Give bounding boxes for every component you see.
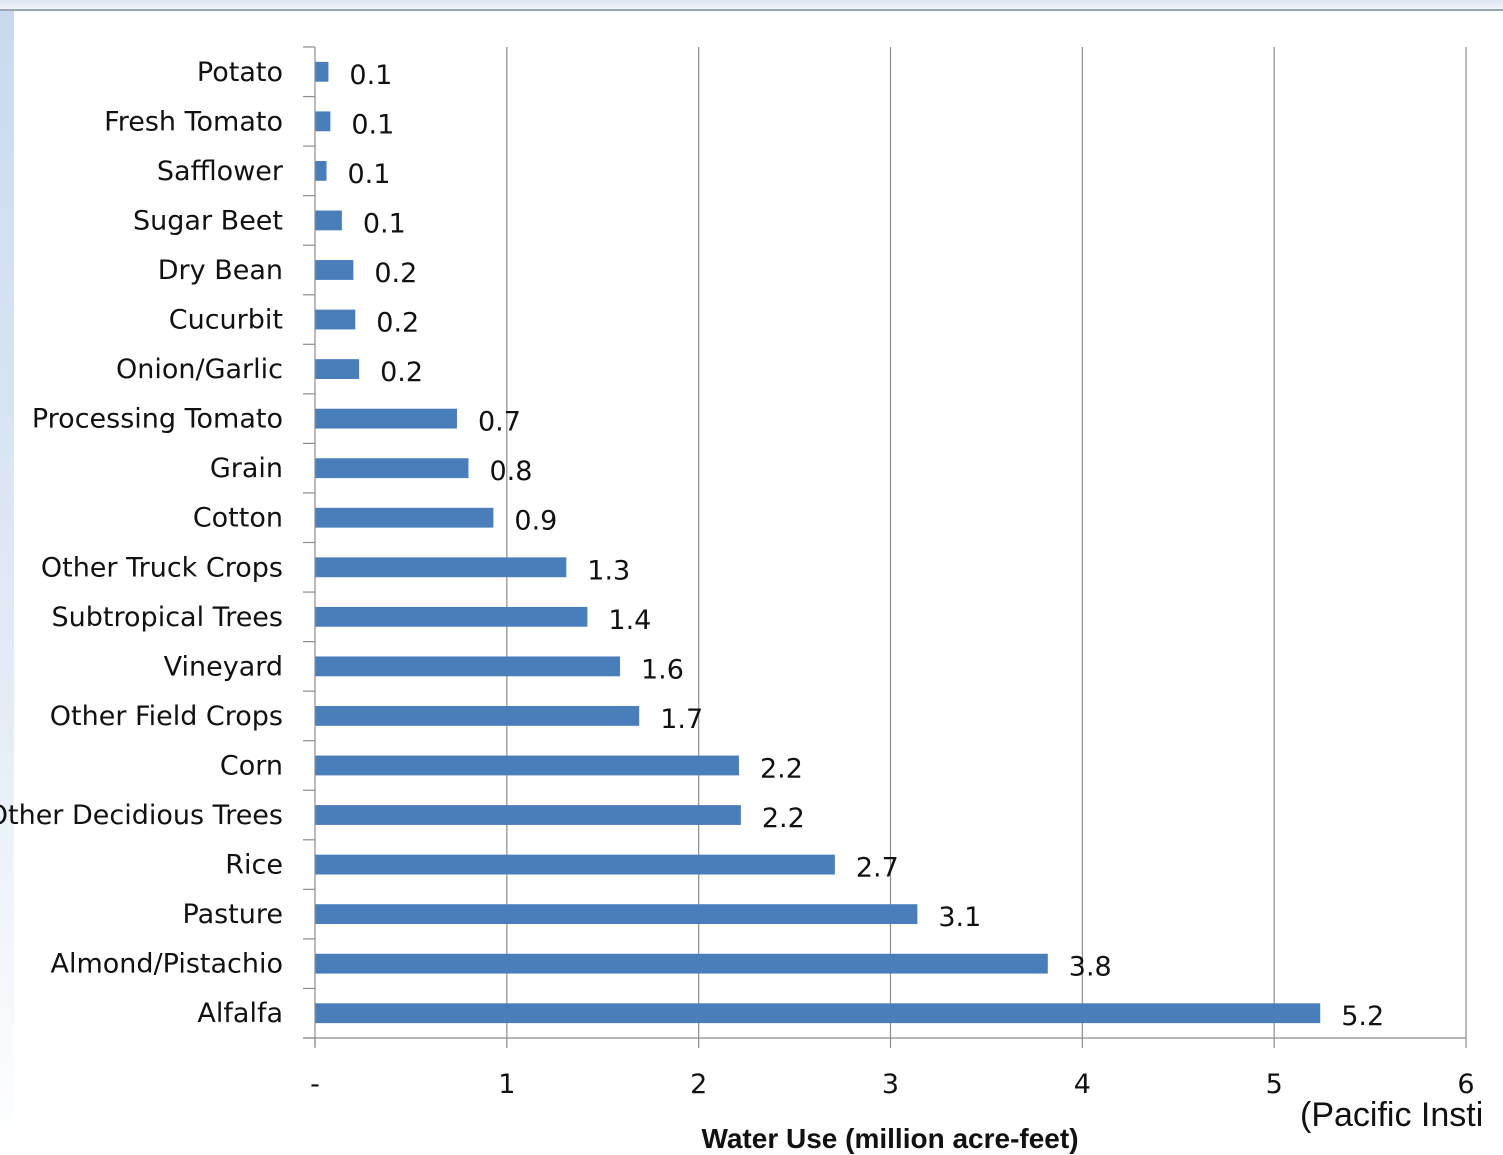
bar-8 <box>315 458 469 479</box>
category-label-3: Sugar Beet <box>133 205 283 236</box>
category-label-10: Other Truck Crops <box>41 552 283 583</box>
value-label-6: 0.2 <box>380 357 423 388</box>
category-label-0: Potato <box>197 57 283 88</box>
labels: - 1 2 3 4 5 6 Potato 0.1 Fresh Tomato 0.1 Safflower… <box>0 57 1475 1100</box>
category-label-4: Dry Bean <box>158 255 283 286</box>
bar-18 <box>315 953 1048 974</box>
bar-14 <box>315 755 739 776</box>
value-label-16: 2.7 <box>856 853 899 884</box>
bar-17 <box>315 904 918 925</box>
source-note: (Pacific Insti <box>1300 1096 1484 1134</box>
value-label-0: 0.1 <box>349 60 392 91</box>
category-label-18: Almond/Pistachio <box>50 949 283 980</box>
bar-2 <box>315 160 327 181</box>
x-tick-label-2: 2 <box>690 1069 707 1100</box>
axes <box>303 46 1467 1048</box>
value-label-5: 0.2 <box>376 308 419 339</box>
category-label-13: Other Field Crops <box>50 701 283 732</box>
bar-4 <box>315 260 354 280</box>
bar-16 <box>315 854 835 875</box>
category-label-1: Fresh Tomato <box>104 106 283 137</box>
category-label-11: Subtropical Trees <box>52 602 283 633</box>
bar-6 <box>315 359 360 379</box>
category-label-17: Pasture <box>183 899 284 930</box>
value-label-11: 1.4 <box>608 605 651 636</box>
category-label-8: Grain <box>210 453 283 484</box>
category-label-6: Onion/Garlic <box>116 354 283 385</box>
x-tick-label-0: - <box>310 1069 320 1100</box>
value-label-2: 0.1 <box>348 159 391 190</box>
x-tick-label-4: 4 <box>1074 1069 1091 1100</box>
value-label-17: 3.1 <box>938 902 981 933</box>
bar-13 <box>315 706 640 726</box>
value-label-3: 0.1 <box>363 208 406 239</box>
category-label-16: Rice <box>225 850 283 881</box>
value-label-1: 0.1 <box>351 109 394 140</box>
category-label-12: Vineyard <box>164 651 283 682</box>
bar-12 <box>315 656 621 677</box>
bar-0 <box>315 61 329 82</box>
value-label-9: 0.9 <box>514 506 557 537</box>
value-label-4: 0.2 <box>374 258 417 289</box>
value-label-12: 1.6 <box>641 654 684 685</box>
value-label-15: 2.2 <box>762 803 805 834</box>
bar-3 <box>315 210 342 231</box>
value-label-19: 5.2 <box>1341 1001 1384 1032</box>
category-label-9: Cotton <box>193 503 283 534</box>
category-label-15: Other Decidious Trees <box>0 800 283 831</box>
slide-background-top <box>0 0 1503 10</box>
category-label-7: Processing Tomato <box>32 404 283 435</box>
bar-1 <box>315 111 331 132</box>
slide-background-left <box>0 0 14 1155</box>
x-tick-label-6: 6 <box>1457 1069 1474 1100</box>
value-label-7: 0.7 <box>478 407 521 438</box>
x-tick-label-5: 5 <box>1266 1069 1283 1100</box>
value-label-10: 1.3 <box>587 555 630 586</box>
gridlines <box>506 47 1467 1038</box>
bar-9 <box>315 507 494 528</box>
value-label-8: 0.8 <box>489 456 532 487</box>
x-tick-label-3: 3 <box>882 1069 899 1100</box>
category-label-2: Safflower <box>157 156 284 187</box>
category-label-19: Alfalfa <box>197 998 283 1029</box>
bar-10 <box>315 557 567 578</box>
x-tick-label-1: 1 <box>498 1069 515 1100</box>
slide-top-rule <box>0 9 1503 11</box>
value-label-18: 3.8 <box>1069 952 1112 983</box>
bar-11 <box>315 606 588 627</box>
value-label-14: 2.2 <box>760 753 803 784</box>
bar-15 <box>315 805 741 825</box>
category-label-5: Cucurbit <box>169 305 283 336</box>
value-label-13: 1.7 <box>660 704 703 735</box>
category-label-14: Corn <box>220 750 283 781</box>
bar-7 <box>315 408 457 429</box>
bar-5 <box>315 309 356 330</box>
bar-19 <box>315 1003 1321 1024</box>
bars <box>315 61 1321 1024</box>
x-axis-title: Water Use (million acre-feet) <box>701 1123 1078 1154</box>
